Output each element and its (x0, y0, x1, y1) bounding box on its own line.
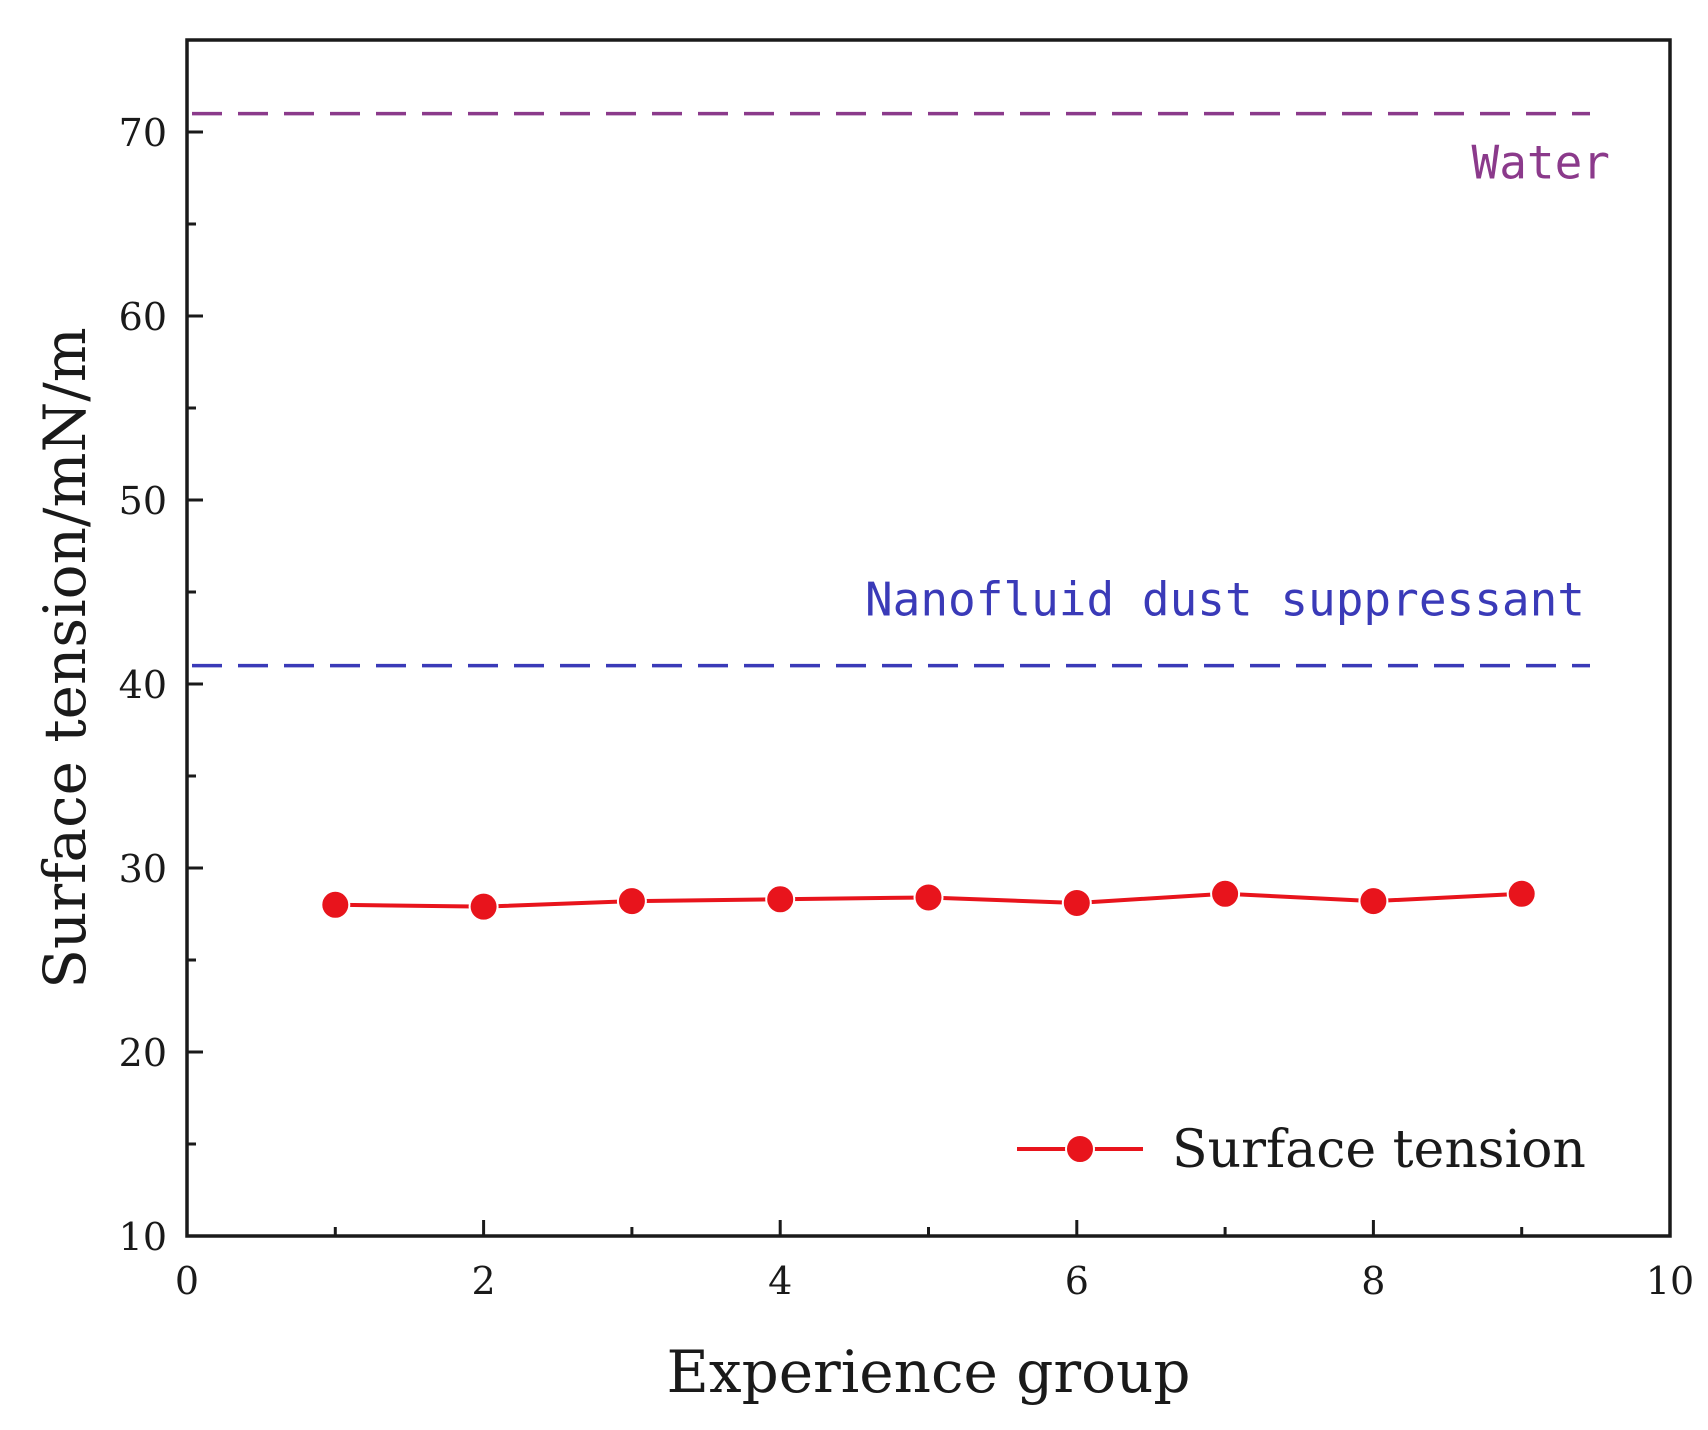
y-tick-label: 60 (119, 295, 167, 339)
plot-frame (185, 38, 1672, 1238)
data-point (1210, 878, 1241, 909)
reference-label-water: Water (1472, 136, 1610, 190)
y-tick-label: 70 (119, 111, 167, 155)
y-axis-label: Surface tension/mN/m (31, 327, 99, 989)
y-tick-label: 20 (119, 1031, 167, 1075)
y-tick-label: 30 (119, 847, 167, 891)
data-point (1506, 878, 1537, 909)
y-tick-label: 10 (119, 1215, 167, 1259)
y-tick-label: 40 (119, 663, 167, 707)
x-tick-label: 0 (175, 1259, 199, 1303)
x-tick-label: 10 (1646, 1259, 1694, 1303)
y-tick-label: 50 (119, 479, 167, 523)
x-tick-label: 8 (1361, 1259, 1385, 1303)
x-tick-label: 6 (1065, 1259, 1089, 1303)
legend-marker-swatch (1065, 1134, 1095, 1164)
series-layer (320, 878, 1537, 922)
data-point (320, 889, 351, 920)
x-tick-label: 4 (768, 1259, 792, 1303)
data-point (616, 886, 647, 917)
x-axis-label: Experience group (667, 1338, 1191, 1406)
data-point (1061, 887, 1092, 918)
data-point (913, 882, 944, 913)
legend-label: Surface tension (1172, 1120, 1586, 1180)
data-point (765, 884, 796, 915)
legend: Surface tension (1017, 1120, 1586, 1180)
x-tick-label: 2 (472, 1259, 496, 1303)
data-point (468, 891, 499, 922)
data-point (1358, 886, 1389, 917)
reference-label-nanofluid: Nanofluid dust suppressant (865, 573, 1585, 627)
x-axis-ticks: 0 2 4 6 8 10 (175, 1220, 1694, 1303)
y-axis-ticks: 10 20 30 40 50 60 70 (119, 111, 203, 1259)
reference-lines: Water Nanofluid dust suppressant (192, 111, 1610, 668)
